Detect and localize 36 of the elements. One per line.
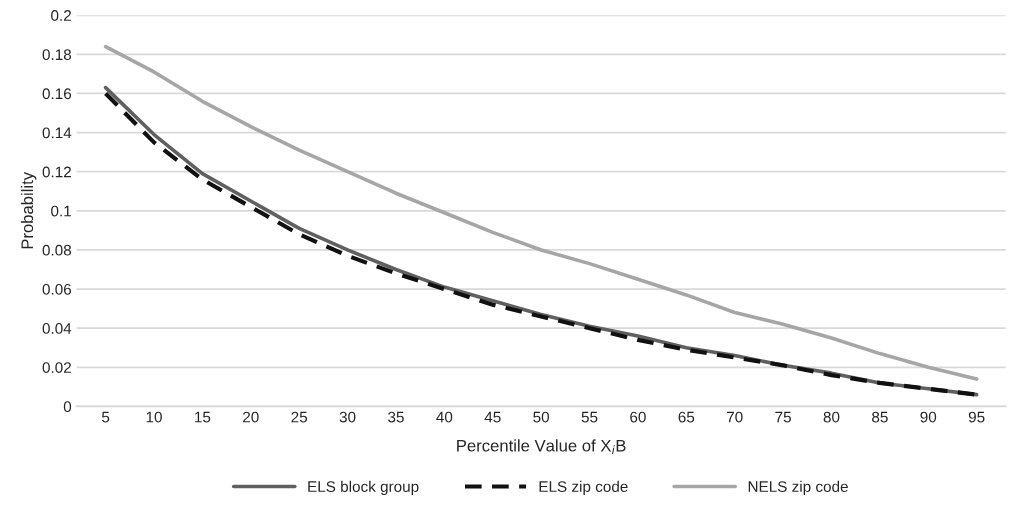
legend-label: NELS zip code xyxy=(748,480,848,496)
y-tick-label: 0.18 xyxy=(42,49,72,61)
x-tick-label: 20 xyxy=(243,411,259,423)
y-tick-label: 0 xyxy=(63,401,72,413)
x-tick-label: 85 xyxy=(872,411,888,423)
y-tick-label: 0.14 xyxy=(42,127,72,139)
line-series xyxy=(103,44,979,381)
x-tick-label: 10 xyxy=(146,411,162,423)
y-tick-label: 0.08 xyxy=(42,244,72,256)
x-tick-label: 80 xyxy=(823,411,840,423)
y-tick-label: 0.16 xyxy=(42,88,72,100)
y-tick-label: 0.02 xyxy=(42,362,71,373)
y-tick-label: 0.2 xyxy=(51,10,71,21)
x-tick-label: 60 xyxy=(630,411,646,423)
x-tick-label: 5 xyxy=(101,411,110,423)
x-tick-label: 30 xyxy=(339,411,356,423)
y-tick-label: 0.1 xyxy=(51,205,71,217)
x-tick-label: 55 xyxy=(581,411,598,423)
x-tick-label: 40 xyxy=(436,411,453,423)
x-tick-label: 25 xyxy=(291,411,308,423)
y-tick-label: 0.06 xyxy=(42,283,72,295)
x-tick-label: 15 xyxy=(195,411,211,423)
x-tick-label: 65 xyxy=(678,411,695,423)
y-tick-label: 0.12 xyxy=(42,166,71,178)
y-tick-label: 0.04 xyxy=(42,323,72,334)
x-tick-label: 45 xyxy=(484,411,501,423)
x-axis-title: Percentile Value of X$_{i}$B xyxy=(457,439,626,455)
x-tick-label: 75 xyxy=(775,411,791,423)
y-axis-title: Probability xyxy=(20,171,37,249)
x-tick-label: 70 xyxy=(726,411,743,423)
x-tick-label: 90 xyxy=(920,411,937,423)
x-tick-label: 35 xyxy=(388,411,404,423)
x-tick-label: 50 xyxy=(533,411,550,423)
legend-label: ELS block group xyxy=(308,480,419,496)
x-tick-label: 95 xyxy=(968,411,985,423)
legend-label: ELS zip code xyxy=(539,480,628,496)
